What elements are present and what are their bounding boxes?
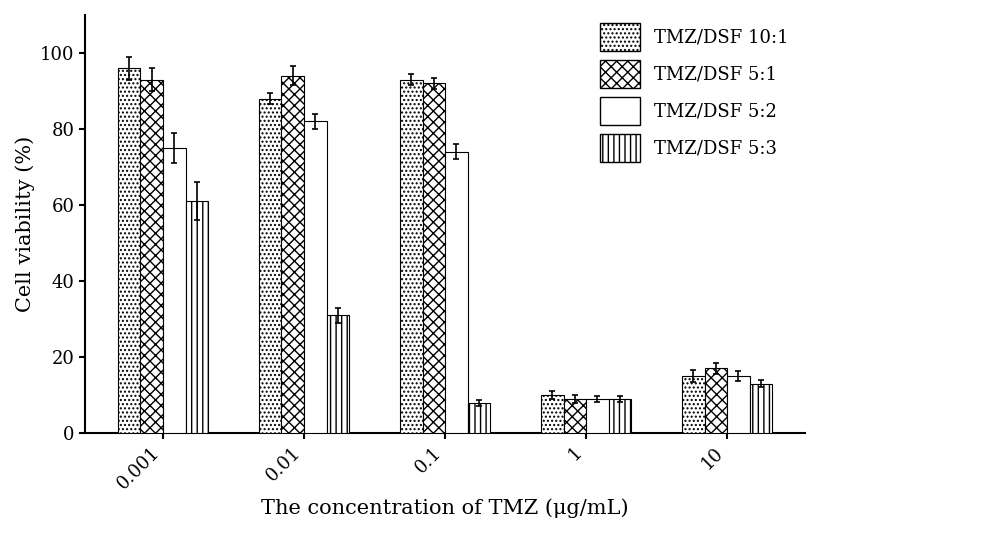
Bar (140, 79, 163, 433)
Bar (541, 395, 564, 433)
Bar (586, 399, 609, 433)
Bar (186, 201, 208, 433)
Bar (259, 99, 281, 433)
Bar (609, 399, 631, 433)
Bar (705, 368, 727, 433)
Bar (727, 376, 750, 433)
Y-axis label: Cell viability (%): Cell viability (%) (15, 136, 35, 312)
Bar (564, 399, 586, 433)
Bar (750, 384, 772, 433)
Bar (163, 148, 186, 433)
Bar (400, 79, 423, 433)
Bar (468, 402, 490, 433)
Legend: TMZ/DSF 10:1, TMZ/DSF 5:1, TMZ/DSF 5:2, TMZ/DSF 5:3: TMZ/DSF 10:1, TMZ/DSF 5:1, TMZ/DSF 5:2, … (593, 15, 796, 169)
Bar (118, 68, 140, 433)
X-axis label: The concentration of TMZ (μg/mL): The concentration of TMZ (μg/mL) (261, 498, 629, 518)
Bar (682, 376, 705, 433)
Bar (281, 76, 304, 433)
Bar (445, 152, 468, 433)
Bar (423, 83, 445, 433)
Bar (304, 122, 327, 433)
Bar (327, 315, 349, 433)
